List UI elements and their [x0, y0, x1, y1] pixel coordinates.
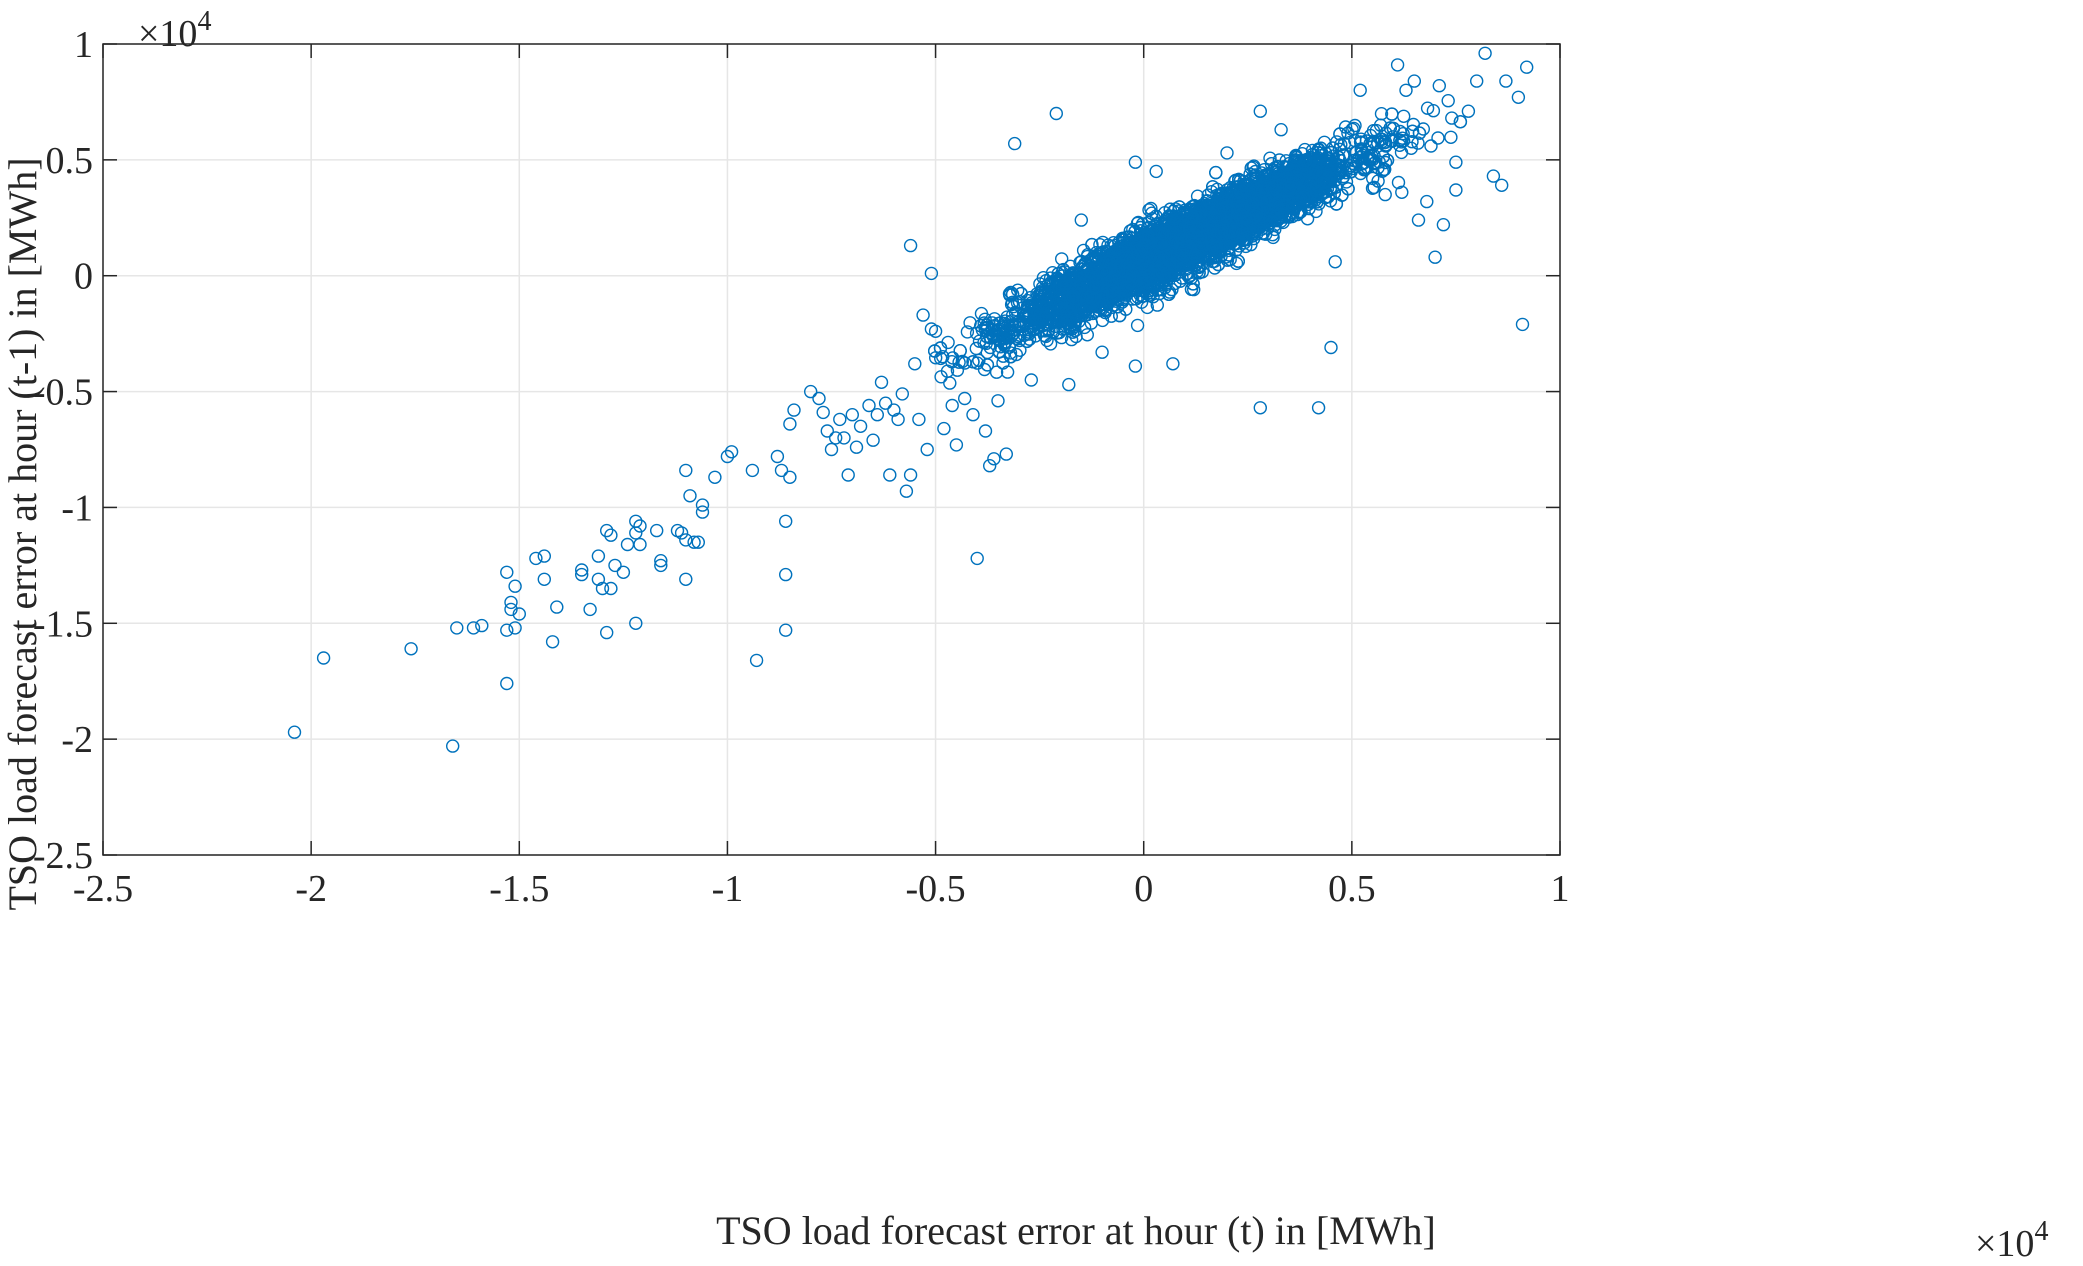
chart-background [0, 0, 2083, 1261]
